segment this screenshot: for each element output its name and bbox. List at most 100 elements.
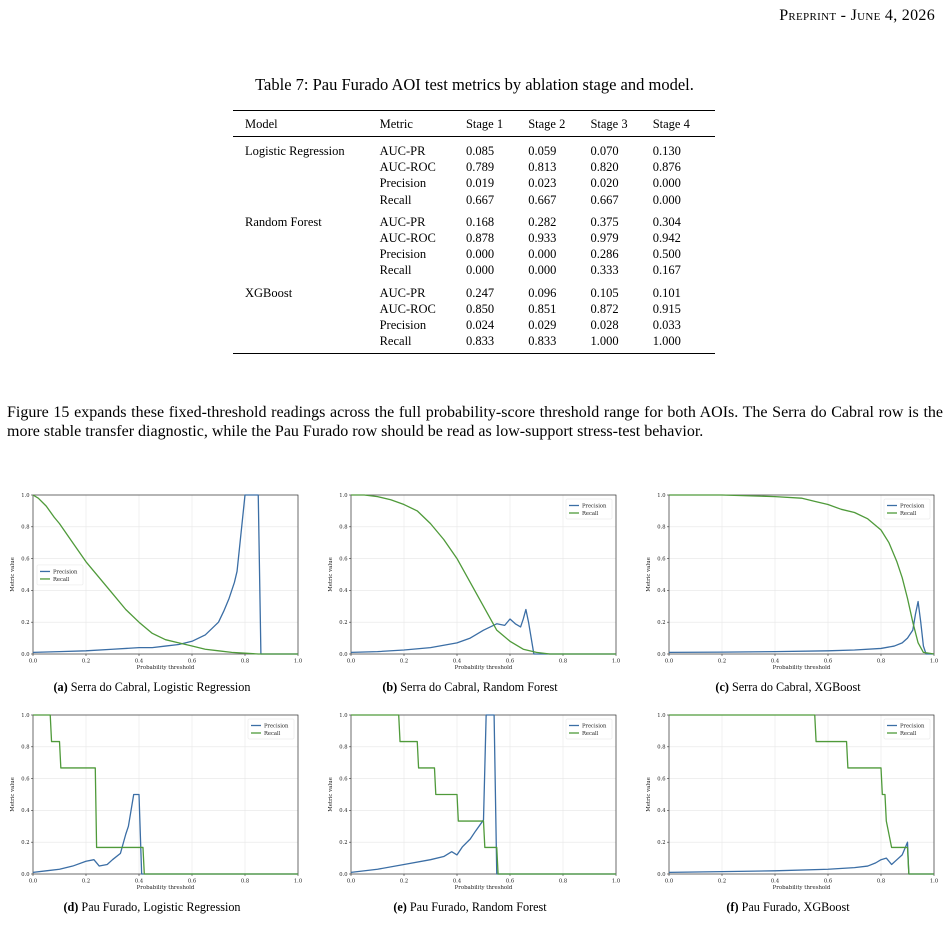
cell-stage-4: 0.915 xyxy=(652,301,681,316)
series-line-precision xyxy=(32,793,298,875)
table-row: Precision 0.000 0.000 0.286 0.500 xyxy=(233,246,715,262)
panel-caption-a: (a) Serra do Cabral, Logistic Regression xyxy=(2,680,302,695)
panel-caption-text-e: Pau Furado, Random Forest xyxy=(409,900,547,914)
x-tick-label: 0.8 xyxy=(877,659,885,665)
plot-frame xyxy=(350,714,617,875)
x-tick-label: 1.0 xyxy=(612,659,620,665)
x-tick-label: 0.8 xyxy=(241,659,249,665)
x-tick-label: 1.0 xyxy=(294,659,302,665)
y-tick-label: 0.4 xyxy=(21,588,30,594)
legend-box xyxy=(247,718,295,740)
chart-b: 0.0 0.2 0.4 0.6 0.8 1.0 0.0 0.2 0.4 0.6 0.8 1.0 Prob… xyxy=(328,493,620,671)
cell-stage-2: 0.059 xyxy=(528,144,557,158)
y-tick-label: 0.4 xyxy=(657,588,666,594)
legend-label-precision: Precision xyxy=(900,723,925,729)
x-tick-label: 0.6 xyxy=(188,879,196,885)
panel-caption-d: (d) Pau Furado, Logistic Regression xyxy=(2,900,302,915)
y-tick-label: 0.8 xyxy=(339,525,347,531)
cell-model xyxy=(233,159,380,175)
cell-metric: Recall xyxy=(379,334,412,349)
y-tick-label: 0.8 xyxy=(339,745,347,751)
cell-stage-1: 0.667 xyxy=(465,192,495,207)
x-tick-label: 0.4 xyxy=(453,659,462,665)
cell-stage-1: 0.000 xyxy=(465,263,495,278)
x-axis-label: Probability threshold xyxy=(455,885,513,891)
figure-panel-f: 0.0 0.2 0.4 0.6 0.8 1.0 0.0 0.2 0.4 0.6 0.8 1.0 Prob… xyxy=(638,706,938,926)
cell-model xyxy=(233,317,380,333)
panel-caption-text-f: Pau Furado, XGBoost xyxy=(741,900,850,914)
x-tick-label: 0.2 xyxy=(400,879,408,885)
y-tick-label: 0.0 xyxy=(657,872,665,878)
panel-caption-text-a: Serra do Cabral, Logistic Regression xyxy=(70,680,251,694)
cell-model: Logistic Regression xyxy=(245,144,345,158)
y-tick-label: 1.0 xyxy=(339,493,347,499)
legend-box xyxy=(565,498,613,520)
cell-model xyxy=(233,192,380,208)
panel-letter-d: (d) xyxy=(63,900,79,914)
table-row: Recall 0.833 0.833 1.000 1.000 xyxy=(233,333,715,354)
table-row: Precision 0.024 0.029 0.028 0.033 xyxy=(233,317,715,333)
cell-stage-3: 0.333 xyxy=(590,263,619,278)
figure-panel-a: 0.0 0.2 0.4 0.6 0.8 1.0 0.0 0.2 0.4 0.6 0.8 1.0 Prob… xyxy=(2,486,302,706)
table-row: XGBoost AUC-PR 0.247 0.096 0.105 0.101 xyxy=(233,279,715,301)
cell-stage-3: 0.667 xyxy=(590,192,619,207)
cell-stage-4: 0.167 xyxy=(652,263,681,278)
y-tick-label: 0.6 xyxy=(657,556,665,562)
cell-stage-2: 0.029 xyxy=(528,318,557,333)
y-tick-label: 0.0 xyxy=(339,872,347,878)
col-header-stage-3: Stage 3 xyxy=(590,110,653,137)
chart-a: 0.0 0.2 0.4 0.6 0.8 1.0 0.0 0.2 0.4 0.6 0.8 1.0 Prob… xyxy=(10,493,302,671)
x-tick-label: 1.0 xyxy=(930,879,938,885)
y-tick-label: 1.0 xyxy=(339,713,347,719)
cell-stage-4: 0.130 xyxy=(652,144,681,158)
running-header: Preprint - June 4, 2026 xyxy=(779,7,935,25)
cell-stage-4: 1.000 xyxy=(652,334,681,349)
cell-metric: Precision xyxy=(379,318,427,333)
chart-d: 0.0 0.2 0.4 0.6 0.8 1.0 0.0 0.2 0.4 0.6 0.8 1.0 Prob… xyxy=(10,713,302,891)
y-tick-label: 0.8 xyxy=(657,525,665,531)
legend-label-precision: Precision xyxy=(582,723,607,729)
cell-metric: AUC-ROC xyxy=(379,301,436,316)
x-tick-label: 0.0 xyxy=(29,659,37,665)
cell-model xyxy=(233,301,380,317)
legend-label-recall: Recall xyxy=(582,511,599,517)
cell-metric: Precision xyxy=(379,176,427,191)
table-row: AUC-ROC 0.850 0.851 0.872 0.915 xyxy=(233,301,715,317)
series-line-recall xyxy=(669,494,935,655)
cell-model xyxy=(233,333,380,354)
table-row: Logistic Regression AUC-PR 0.085 0.059 0.070… xyxy=(233,137,715,160)
x-tick-label: 0.6 xyxy=(824,879,832,885)
y-axis-label: Metric value xyxy=(10,557,16,592)
cell-stage-3: 0.820 xyxy=(590,160,619,175)
x-tick-label: 0.8 xyxy=(559,659,567,665)
panel-caption-e: (e) Pau Furado, Random Forest xyxy=(320,900,620,915)
header-text: Preprint - June 4, 2026 xyxy=(779,7,935,24)
panel-caption-f: (f) Pau Furado, XGBoost xyxy=(638,900,938,915)
cell-stage-1: 0.168 xyxy=(465,214,495,229)
x-axis-label: Probability threshold xyxy=(137,885,195,891)
x-tick-label: 0.2 xyxy=(718,659,726,665)
panel-caption-text-d: Pau Furado, Logistic Regression xyxy=(81,900,241,914)
cell-stage-3: 0.979 xyxy=(590,231,619,246)
y-axis-label: Metric value xyxy=(646,557,652,592)
panel-caption-b: (b) Serra do Cabral, Random Forest xyxy=(320,680,620,695)
cell-stage-4: 0.876 xyxy=(652,160,681,175)
cell-stage-3: 0.105 xyxy=(590,285,619,300)
cell-metric: Recall xyxy=(379,263,412,278)
x-tick-label: 0.4 xyxy=(135,659,144,665)
cell-model: XGBoost xyxy=(245,285,293,300)
series-line-precision xyxy=(350,608,616,655)
y-tick-label: 0.6 xyxy=(339,776,347,782)
chart-c: 0.0 0.2 0.4 0.6 0.8 1.0 0.0 0.2 0.4 0.6 0.8 1.0 Prob… xyxy=(646,493,938,671)
cell-stage-1: 0.247 xyxy=(465,285,495,300)
panel-letter-e: (e) xyxy=(393,900,407,914)
cell-metric: AUC-PR xyxy=(379,214,426,229)
legend-label-recall: Recall xyxy=(900,511,917,517)
col-header-model: Model xyxy=(233,110,380,137)
panel-letter-b: (b) xyxy=(382,680,398,694)
cell-stage-2: 0.667 xyxy=(528,192,557,207)
legend-box xyxy=(565,718,613,740)
legend-label-recall: Recall xyxy=(582,731,599,737)
cell-stage-4: 0.304 xyxy=(652,214,681,229)
cell-stage-3: 0.020 xyxy=(590,176,619,191)
